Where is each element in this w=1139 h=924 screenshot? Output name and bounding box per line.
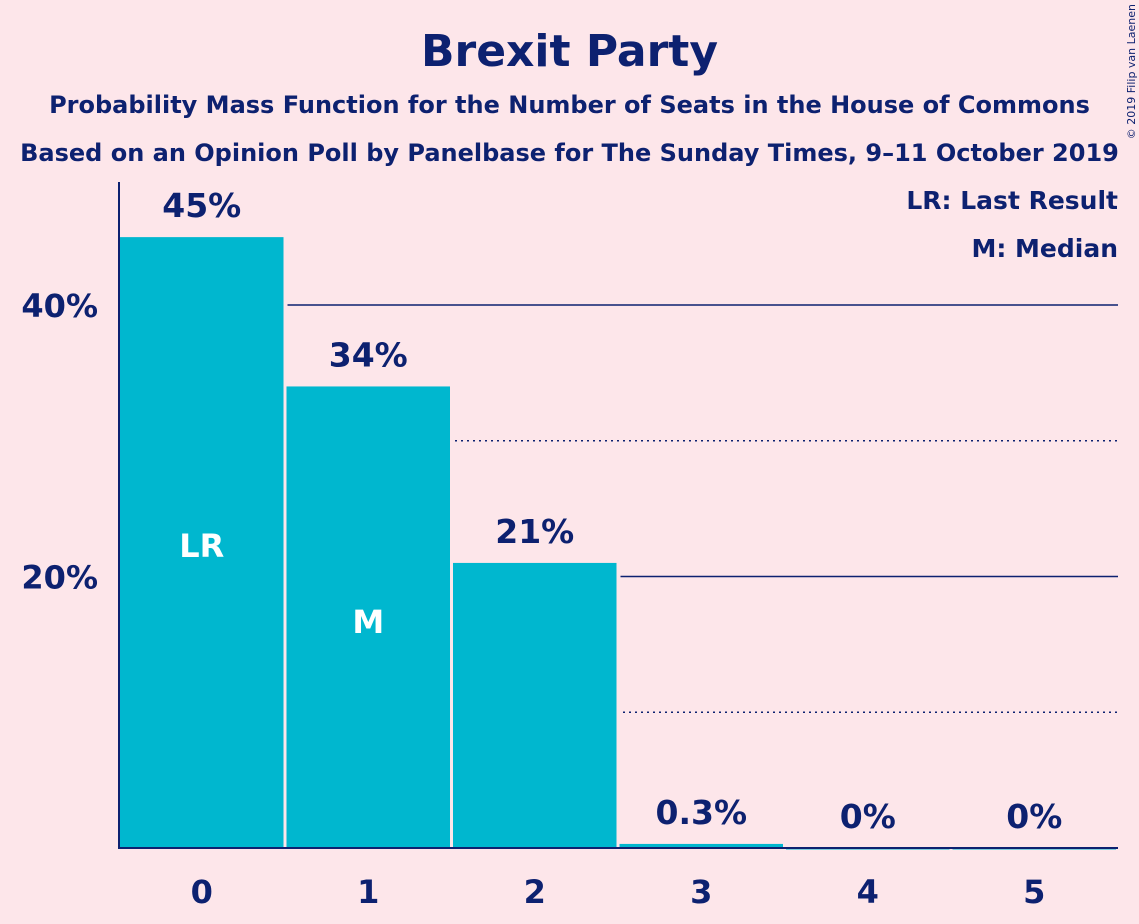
x-tick-label: 0: [191, 873, 213, 911]
bar-backdrop: [618, 837, 787, 848]
bars: [119, 231, 1116, 850]
y-tick-label: 20%: [21, 559, 98, 597]
x-tick-label: 4: [857, 873, 879, 911]
copyright-notice: © 2019 Filip van Laenen: [1125, 4, 1138, 139]
bar-seats-3: [619, 843, 783, 848]
bar-value-label: 0%: [840, 797, 896, 836]
bar-value-label: 0.3%: [655, 793, 747, 832]
axes: 20% 40% 0 1 2 3 4 5: [21, 182, 1118, 911]
data-labels: 45% LR 34% M 21% 0.3% 0% 0%: [162, 186, 1062, 836]
bar-value-label: 21%: [495, 512, 574, 551]
chart-title: Brexit Party: [421, 26, 718, 77]
bar-value-label: 34%: [329, 335, 408, 374]
bar-value-label: 45%: [162, 186, 241, 225]
bar-annotation-m: M: [352, 603, 384, 641]
x-tick-label: 2: [524, 873, 546, 911]
chart-subtitle-poll: Based on an Opinion Poll by Panelbase fo…: [20, 139, 1119, 167]
x-tick-label: 3: [690, 873, 712, 911]
x-tick-label: 1: [357, 873, 379, 911]
x-tick-label: 5: [1023, 873, 1045, 911]
bar-seats-1: [286, 386, 450, 848]
bar-value-label: 0%: [1006, 797, 1062, 836]
legend-median: M: Median: [971, 234, 1118, 263]
legend-last-result: LR: Last Result: [906, 186, 1118, 215]
chart-subtitle: Probability Mass Function for the Number…: [49, 91, 1090, 119]
bar-seats-0: [120, 237, 284, 848]
bar-seats-2: [453, 562, 617, 848]
bar-annotation-lr: LR: [179, 527, 224, 565]
y-tick-label: 40%: [21, 287, 98, 325]
